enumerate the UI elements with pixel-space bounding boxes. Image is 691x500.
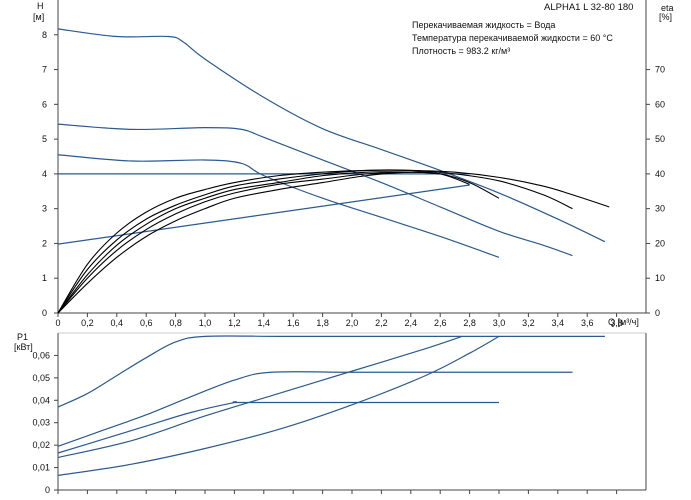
head-curve-3: [57, 154, 500, 258]
power-curve-2: [57, 371, 573, 447]
x-tick-label: 1,0: [199, 318, 212, 328]
power-curve-4: [57, 335, 463, 459]
x-tick-label: 3,0: [493, 318, 506, 328]
eta-tick-label: 10: [655, 273, 665, 283]
head-curve-5: [57, 184, 470, 245]
left-axis-title-h: H: [37, 1, 44, 11]
p1-tick-label: 0: [45, 485, 50, 495]
h-tick-label: 6: [42, 99, 47, 109]
efficiency-curves: [57, 169, 610, 314]
power-curve-1: [57, 335, 605, 408]
right-axis-title-eta: eta: [661, 3, 674, 13]
x-tick-label: 0,4: [111, 318, 124, 328]
power-axis-unit: [кВт]: [14, 342, 33, 352]
eta-tick-label: 40: [655, 169, 665, 179]
h-tick-label: 4: [42, 169, 47, 179]
x-tick-label: 1,4: [258, 318, 271, 328]
pump-model-title: ALPHA1 L 32-80 180: [544, 2, 633, 13]
eta-tick-label: 60: [655, 99, 665, 109]
h-tick-label: 3: [42, 204, 47, 214]
x-tick-label: 1,2: [228, 318, 241, 328]
left-axis-unit-h: [м]: [33, 12, 44, 22]
p1-tick-label: 0,02: [32, 440, 50, 450]
power-curve-5: [57, 335, 500, 477]
x-tick-label: 3,8: [610, 318, 623, 328]
efficiency-curve-2: [57, 169, 573, 314]
info-line-temperature: Температура перекачиваемой жидкости = 60…: [412, 33, 613, 43]
x-tick-label: 0,6: [140, 318, 153, 328]
h-tick-label: 8: [42, 30, 47, 40]
eta-tick-label: 0: [655, 308, 660, 318]
x-tick-label: 3,4: [552, 318, 565, 328]
power-curves: [57, 335, 605, 477]
x-tick-label: 3,2: [522, 318, 535, 328]
h-tick-label: 1: [42, 273, 47, 283]
p1-tick-label: 0,01: [32, 463, 50, 473]
eta-tick-label: 70: [655, 65, 665, 75]
p1-tick-label: 0,06: [32, 350, 50, 360]
x-tick-label: 0: [55, 318, 60, 328]
power-axis-title: P1: [17, 332, 28, 342]
p1-tick-label: 0,03: [32, 418, 50, 428]
efficiency-curve-1: [57, 169, 610, 314]
right-axis-unit-eta: [%]: [659, 12, 672, 22]
x-tick-label: 1,6: [287, 318, 300, 328]
eta-tick-label: 20: [655, 238, 665, 248]
x-axis-title: Q [м³/ч]: [608, 317, 639, 327]
head-curves: [57, 28, 606, 258]
x-tick-label: 2,0: [346, 318, 359, 328]
x-tick-label: 2,2: [375, 318, 388, 328]
x-tick-label: 0,2: [81, 318, 94, 328]
head-curve-2: [57, 123, 573, 257]
h-tick-label: 0: [42, 308, 47, 318]
power-curve-3: [57, 401, 499, 454]
info-line-liquid: Перекачиваемая жидкость = Вода: [412, 20, 555, 30]
h-tick-label: 7: [42, 65, 47, 75]
efficiency-curve-5: [57, 171, 441, 314]
eta-tick-label: 30: [655, 204, 665, 214]
x-tick-label: 2,4: [405, 318, 418, 328]
x-tick-label: 2,8: [463, 318, 476, 328]
h-tick-label: 2: [42, 238, 47, 248]
x-tick-label: 2,6: [434, 318, 447, 328]
axis-ticks: 0 0,2 0,4 0,6 0,8 1,0 1,2 1,4 1,6 1,8 2,0 2,2 2,4 2,6…: [32, 30, 665, 495]
h-tick-label: 5: [42, 134, 47, 144]
p1-tick-label: 0,05: [32, 373, 50, 383]
head-curve-1: [57, 28, 606, 243]
x-tick-label: 3,6: [581, 318, 594, 328]
eta-tick-label: 50: [655, 134, 665, 144]
x-tick-label: 0,8: [169, 318, 182, 328]
info-line-density: Плотность = 983.2 кг/м³: [412, 46, 510, 56]
p1-tick-label: 0,04: [32, 395, 50, 405]
x-tick-label: 1,8: [316, 318, 329, 328]
